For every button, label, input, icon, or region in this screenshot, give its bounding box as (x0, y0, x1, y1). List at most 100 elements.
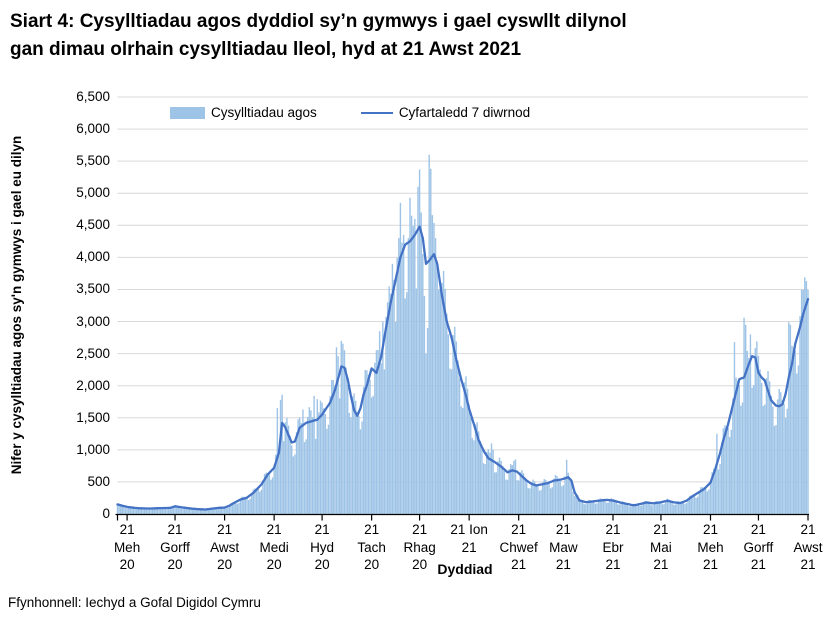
daily-bar (538, 490, 541, 514)
daily-bar (604, 500, 606, 514)
daily-bar (744, 324, 747, 514)
daily-bar (687, 498, 689, 514)
daily-bar (613, 500, 616, 514)
daily-bar (431, 215, 434, 514)
daily-bar (581, 501, 584, 514)
legend-item-bars: Cysylltiadau agos (170, 105, 317, 120)
y-tick-label: 2,500 (76, 345, 110, 361)
daily-bar (524, 477, 526, 514)
daily-bar (203, 510, 205, 514)
daily-bar (500, 460, 502, 514)
daily-bar (222, 507, 224, 514)
daily-bar (679, 501, 681, 514)
daily-bar (161, 507, 163, 514)
x-tick-label: 21 Gorff 21 (743, 522, 774, 572)
daily-bar (442, 270, 445, 514)
daily-bar (797, 365, 800, 514)
daily-bar (394, 321, 397, 514)
daily-bar (444, 288, 446, 514)
daily-bar (410, 215, 413, 514)
daily-bar (436, 263, 438, 514)
daily-bar (462, 407, 464, 514)
daily-bar (380, 363, 382, 514)
daily-bar (781, 399, 784, 514)
daily-bar (701, 487, 704, 514)
daily-bar (196, 508, 199, 514)
y-tick-label: 5,000 (76, 185, 110, 201)
daily-bar (254, 488, 256, 514)
daily-bar (703, 487, 705, 514)
x-tick-label: 21 Ion 21 (450, 522, 488, 555)
daily-bar (492, 449, 494, 514)
daily-bar (762, 405, 764, 514)
daily-bar (300, 423, 303, 514)
x-tick-label: 21 Maw 21 (549, 522, 578, 572)
daily-bar (313, 395, 315, 514)
daily-bar (452, 334, 454, 514)
daily-bar (132, 507, 135, 514)
daily-bar (182, 508, 184, 514)
daily-bar (738, 384, 740, 514)
daily-bar (351, 396, 354, 514)
y-tick-label: 3,000 (76, 313, 110, 329)
daily-bar (788, 322, 790, 514)
daily-bar (183, 507, 186, 514)
daily-bar (438, 289, 440, 514)
daily-bar (201, 509, 203, 514)
daily-bar (423, 295, 426, 514)
y-tick-label: 1,500 (76, 409, 110, 425)
daily-bar (620, 502, 622, 514)
daily-bar (650, 505, 653, 514)
daily-bar (728, 437, 731, 514)
daily-bar (378, 331, 381, 514)
legend-label-bars: Cysylltiadau agos (211, 105, 317, 120)
daily-bar (757, 355, 760, 514)
daily-bar (150, 508, 152, 514)
daily-bar (588, 499, 590, 514)
daily-bar (478, 431, 480, 514)
daily-bar (700, 487, 702, 514)
daily-bar (425, 353, 427, 514)
daily-bar (805, 281, 808, 514)
daily-bar (414, 218, 416, 514)
daily-bar (804, 277, 806, 514)
daily-bar (647, 502, 649, 514)
daily-bar (404, 298, 406, 514)
daily-bar (559, 481, 561, 514)
daily-bar (532, 479, 534, 514)
daily-bar (267, 472, 269, 514)
daily-bar (457, 360, 459, 514)
daily-bar (303, 442, 306, 514)
daily-bar (346, 384, 349, 514)
daily-bar (533, 481, 536, 514)
daily-bar (287, 425, 290, 514)
daily-bar (327, 424, 330, 514)
daily-bar (527, 488, 529, 514)
daily-bar (188, 508, 191, 514)
daily-bar (522, 473, 525, 514)
daily-bar (565, 459, 568, 514)
daily-bar (145, 508, 147, 514)
daily-bar (725, 426, 728, 514)
daily-bar (129, 506, 131, 514)
daily-bar (730, 429, 732, 514)
daily-bar (204, 510, 207, 514)
daily-bar (358, 416, 360, 514)
daily-bar (764, 404, 766, 514)
daily-bar (305, 439, 307, 514)
daily-bar (740, 405, 742, 514)
daily-bar (676, 502, 678, 514)
daily-bar (271, 477, 274, 514)
daily-bar (284, 422, 287, 514)
daily-bar (135, 509, 138, 514)
daily-bar (434, 238, 437, 514)
daily-bar (717, 469, 720, 514)
daily-bar (318, 412, 320, 514)
daily-bar (396, 257, 398, 514)
daily-bar (369, 379, 371, 514)
daily-bar (802, 289, 804, 514)
source-note: Ffynhonnell: Iechyd a Gofal Digidol Cymr… (8, 595, 261, 610)
daily-bar (215, 509, 218, 514)
daily-bar (311, 417, 314, 514)
